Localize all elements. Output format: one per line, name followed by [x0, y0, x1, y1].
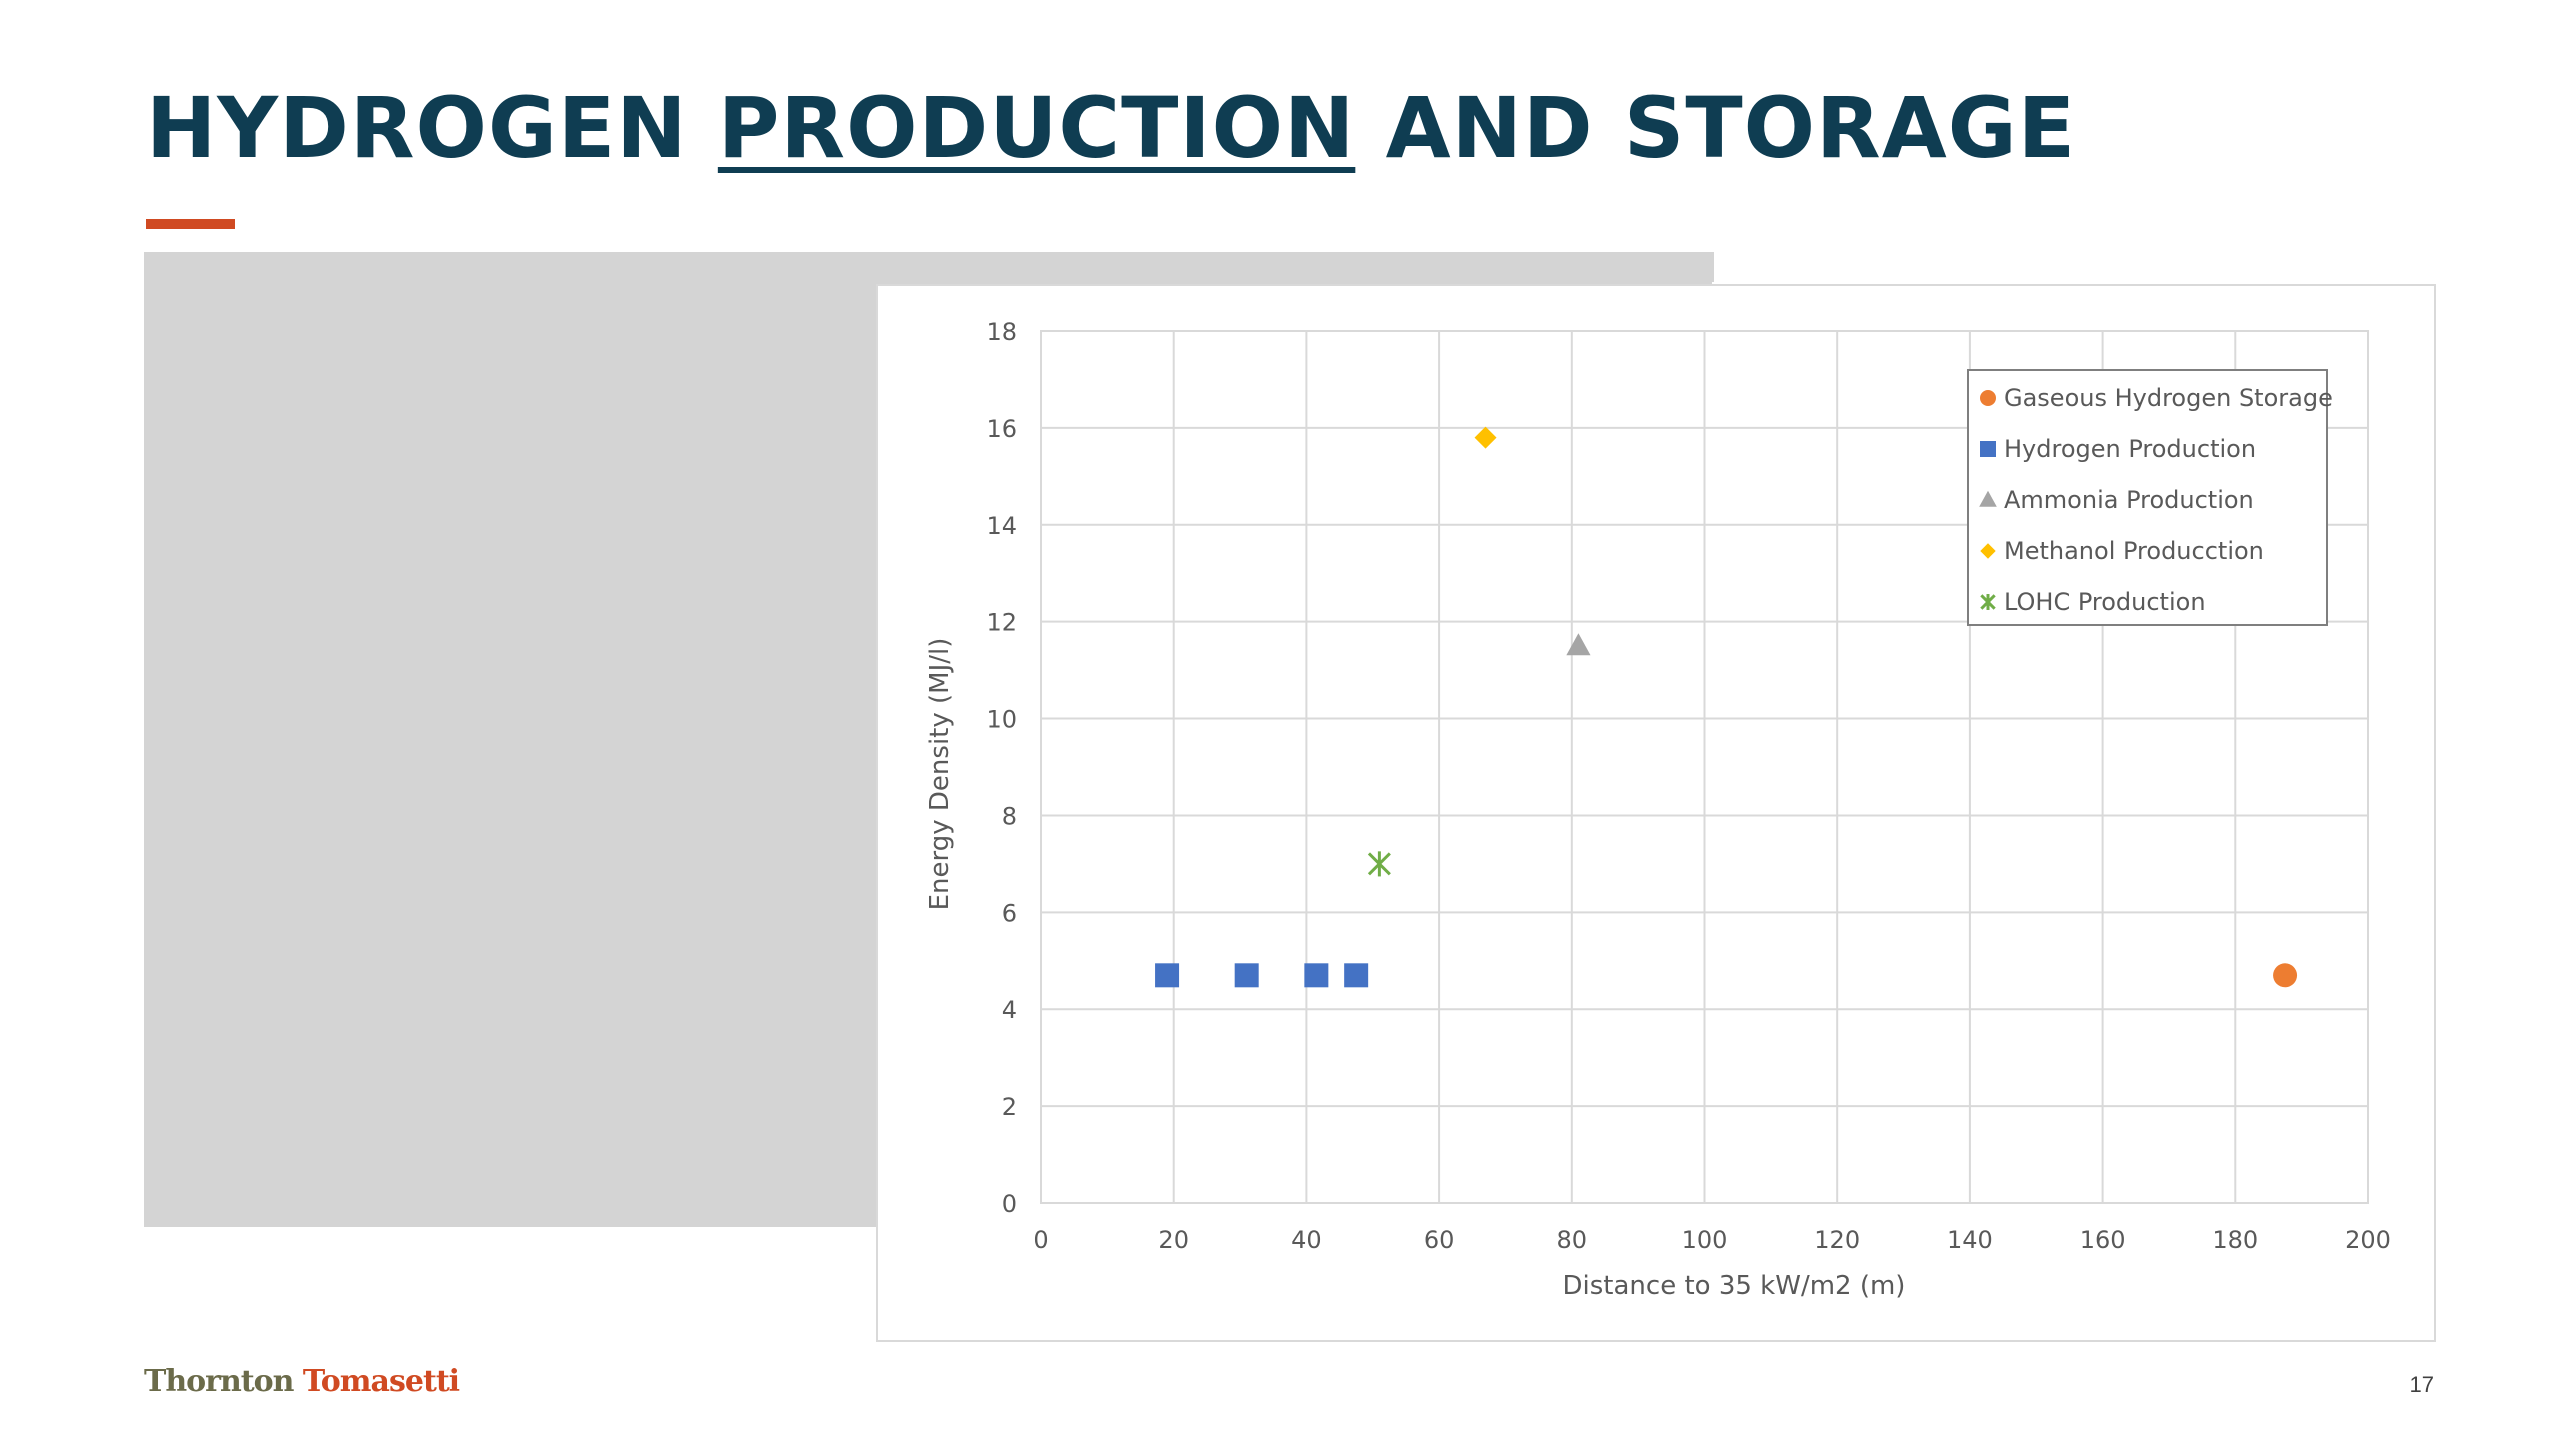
legend-label: LOHC Production	[2004, 588, 2206, 616]
page-number: 17	[2409, 1372, 2434, 1397]
y-tick-label: 8	[1002, 802, 1017, 830]
company-logo: Thornton Tomasetti	[144, 1364, 460, 1399]
y-tick-label: 4	[1002, 996, 1017, 1024]
y-axis-label: Energy Density (MJ/l)	[925, 638, 955, 911]
y-tick-label: 16	[986, 415, 1017, 443]
legend-marker	[1979, 490, 1997, 507]
chart-card: 0 20 40 60 80 100 120 140 160 180 200 0 2 4 6 8 10 12 14 16…	[876, 284, 2436, 1342]
x-tick-label: 60	[1424, 1226, 1455, 1254]
legend-marker	[1980, 543, 1996, 559]
x-tick-label: 100	[1682, 1226, 1728, 1254]
legend-marker	[1980, 390, 1996, 406]
legend-box	[1967, 369, 2328, 626]
logo-word-thornton: Thornton	[144, 1364, 294, 1399]
legend-marker	[1980, 594, 1996, 610]
legend-label: Hydrogen Production	[2004, 435, 2256, 463]
data-point	[1344, 963, 1369, 988]
title-part-2: AND STORAGE	[1355, 79, 2077, 177]
legend-label: Gaseous Hydrogen Storage	[2004, 384, 2333, 412]
title-accent-bar	[146, 219, 235, 229]
data-point	[1234, 963, 1259, 988]
x-axis-label: Distance to 35 kW/m2 (m)	[1563, 1271, 1906, 1301]
data-point	[1566, 633, 1591, 656]
y-tick-label: 10	[986, 706, 1017, 734]
data-point	[2273, 963, 2298, 988]
slide-title: HYDROGEN PRODUCTION AND STORAGE	[146, 86, 2076, 170]
background-chart-edge	[1708, 252, 1714, 282]
y-tick-label: 6	[1002, 899, 1017, 927]
data-point	[1155, 963, 1180, 988]
logo-word-tomasetti: Tomasetti	[302, 1364, 460, 1399]
title-underlined-word: PRODUCTION	[717, 79, 1356, 177]
x-tick-label: 120	[1814, 1226, 1860, 1254]
legend-marker	[1980, 441, 1996, 457]
plot-area-border	[1040, 330, 2369, 1204]
x-tick-label: 180	[2212, 1226, 2258, 1254]
y-tick-label: 18	[986, 318, 1017, 346]
y-tick-label: 14	[986, 512, 1017, 540]
y-tick-label: 0	[1002, 1190, 1017, 1218]
x-tick-label: 80	[1557, 1226, 1588, 1254]
legend-label: Ammonia Production	[2004, 486, 2254, 514]
x-tick-label: 20	[1158, 1226, 1189, 1254]
data-point	[1474, 426, 1497, 449]
title-part-1: HYDROGEN	[146, 79, 718, 177]
x-tick-label: 0	[1033, 1226, 1048, 1254]
data-point	[1304, 963, 1329, 988]
x-tick-label: 40	[1291, 1226, 1322, 1254]
y-tick-label: 12	[986, 609, 1017, 637]
scatter-chart: 0 20 40 60 80 100 120 140 160 180 200 0 2 4 6 8 10 12 14 16…	[925, 318, 2391, 1301]
x-tick-label: 160	[2080, 1226, 2126, 1254]
x-tick-label: 140	[1947, 1226, 1993, 1254]
x-tick-label: 200	[2345, 1226, 2391, 1254]
data-point	[1367, 851, 1391, 877]
y-tick-label: 2	[1002, 1093, 1017, 1121]
legend-label: Methanol Producction	[2004, 537, 2264, 565]
